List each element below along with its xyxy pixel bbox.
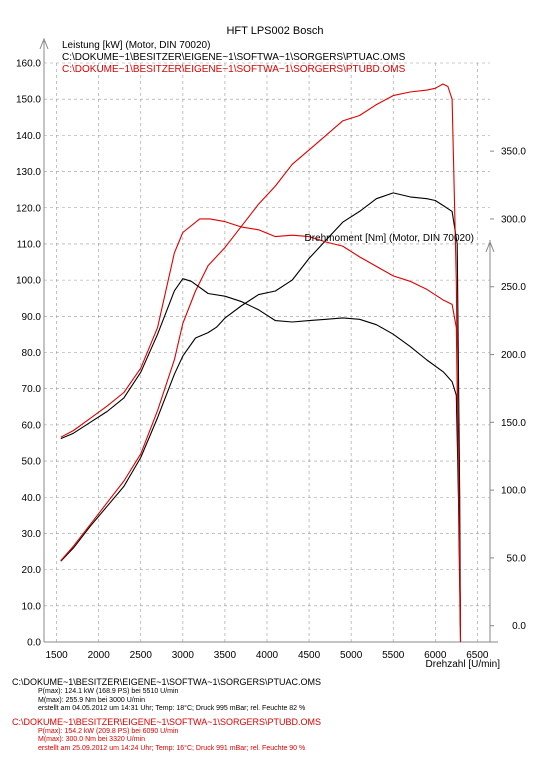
x-tick-label: 5000 bbox=[340, 650, 363, 661]
file2-pmax: P(max): 154.2 kW (209.8 PS) bei 6090 U/m… bbox=[38, 727, 179, 735]
y-left-tick-label: 110.0 bbox=[17, 239, 42, 250]
series-line bbox=[60, 278, 462, 626]
y-left-tick-label: 50.0 bbox=[22, 457, 42, 468]
x-tick-label: 5500 bbox=[382, 650, 405, 661]
y-left-tick-label: 100.0 bbox=[16, 276, 41, 287]
x-tick-label: 2500 bbox=[130, 650, 153, 661]
y-right-tick-label: 150.0 bbox=[501, 418, 526, 429]
series-line bbox=[60, 192, 462, 643]
left-axis-ticks: 0.0 10.0 20.0 30.0 40.0 50.0 60.0 70.0 80.0 90.0 1… bbox=[16, 59, 41, 649]
x-tick-label: 4000 bbox=[256, 650, 279, 661]
x-axis-ticks: 1500 2000 2500 3000 3500 4000 4500 5000 5500 6000… bbox=[45, 650, 488, 661]
x-tick-label: 4500 bbox=[298, 650, 321, 661]
y-left-tick-label: 90.0 bbox=[22, 312, 42, 323]
y-left-tick-label: 160.0 bbox=[16, 59, 41, 70]
y-left-tick-label: 20.0 bbox=[22, 565, 42, 576]
series-line bbox=[60, 218, 462, 626]
x-tick-label: 3000 bbox=[172, 650, 195, 661]
file1-path: C:\DOKUME~1\BESITZER\EIGENE~1\SOFTWA~1\S… bbox=[12, 677, 321, 687]
x-axis-label: Drehzahl [U/min] bbox=[426, 659, 501, 670]
y-left-tick-label: 80.0 bbox=[22, 348, 42, 359]
y-left-tick-label: 130.0 bbox=[16, 167, 41, 178]
y-left-tick-label: 120.0 bbox=[16, 203, 41, 214]
y-left-tick-label: 70.0 bbox=[22, 384, 42, 395]
file1-mmax: M(max): 255.9 Nm bei 3000 U/min bbox=[38, 696, 145, 704]
chart-title: HFT LPS002 Bosch bbox=[226, 25, 323, 37]
y-left-tick-label: 140.0 bbox=[16, 131, 41, 142]
file2-info: erstellt am 25.09.2012 um 14:24 Uhr; Tem… bbox=[38, 744, 306, 752]
y-right-tick-label: 200.0 bbox=[501, 350, 526, 361]
legend-entry-ptuac: C:\DOKUME~1\BESITZER\EIGENE~1\SOFTWA~1\S… bbox=[62, 52, 406, 63]
y-left-tick-label: 0.0 bbox=[27, 638, 41, 649]
axes bbox=[39, 37, 498, 643]
file2-path: C:\DOKUME~1\BESITZER\EIGENE~1\SOFTWA~1\S… bbox=[12, 716, 321, 727]
y-right-axis-label: Drehmoment [Nm] (Motor, DIN 70020) bbox=[305, 233, 475, 244]
y-right-tick-label: 300.0 bbox=[501, 214, 526, 225]
right-axis-ticks: 0.0 50.0 100.0 150.0 200.0 250.0 300.0 350.0 bbox=[490, 147, 527, 632]
y-left-axis-arrow bbox=[39, 37, 49, 50]
file2-mmax: M(max): 300.0 Nm bei 3320 U/min bbox=[38, 736, 145, 744]
y-right-tick-label: 50.0 bbox=[507, 553, 527, 564]
legend-entry-ptubd: C:\DOKUME~1\BESITZER\EIGENE~1\SOFTWA~1\S… bbox=[62, 64, 406, 75]
y-left-axis-label: Leistung [kW] (Motor, DIN 70020) bbox=[62, 40, 210, 51]
y-right-axis-arrow bbox=[485, 240, 495, 253]
measurement-info: C:\DOKUME~1\BESITZER\EIGENE~1\SOFTWA~1\S… bbox=[12, 677, 321, 754]
file1-pmax: P(max): 124.1 kW (168.9 PS) bei 5510 U/m… bbox=[38, 688, 179, 695]
x-tick-label: 3500 bbox=[214, 650, 237, 661]
file1-info: erstellt am 04.05.2012 um 14:31 Uhr; Tem… bbox=[38, 705, 306, 713]
x-tick-label: 2000 bbox=[88, 650, 111, 661]
y-right-tick-label: 100.0 bbox=[501, 486, 526, 497]
series-line bbox=[60, 83, 462, 643]
x-tick-label: 6000 bbox=[424, 650, 447, 661]
y-left-tick-label: 60.0 bbox=[22, 420, 42, 431]
y-left-tick-label: 10.0 bbox=[22, 601, 42, 612]
grid-lines bbox=[44, 62, 490, 643]
y-left-tick-label: 40.0 bbox=[22, 493, 42, 504]
y-left-tick-label: 150.0 bbox=[16, 95, 41, 106]
x-tick-label: 1500 bbox=[45, 650, 68, 661]
y-right-tick-label: 250.0 bbox=[501, 282, 526, 293]
series-lines bbox=[60, 83, 462, 643]
dyno-chart: 0.0 10.0 20.0 30.0 40.0 50.0 60.0 70.0 80.0 90.0 1… bbox=[16, 25, 527, 670]
x-tick-label: 6500 bbox=[466, 650, 489, 661]
y-left-tick-label: 30.0 bbox=[22, 529, 42, 540]
y-right-tick-label: 350.0 bbox=[501, 147, 526, 158]
y-right-tick-label: 0.0 bbox=[512, 621, 526, 632]
